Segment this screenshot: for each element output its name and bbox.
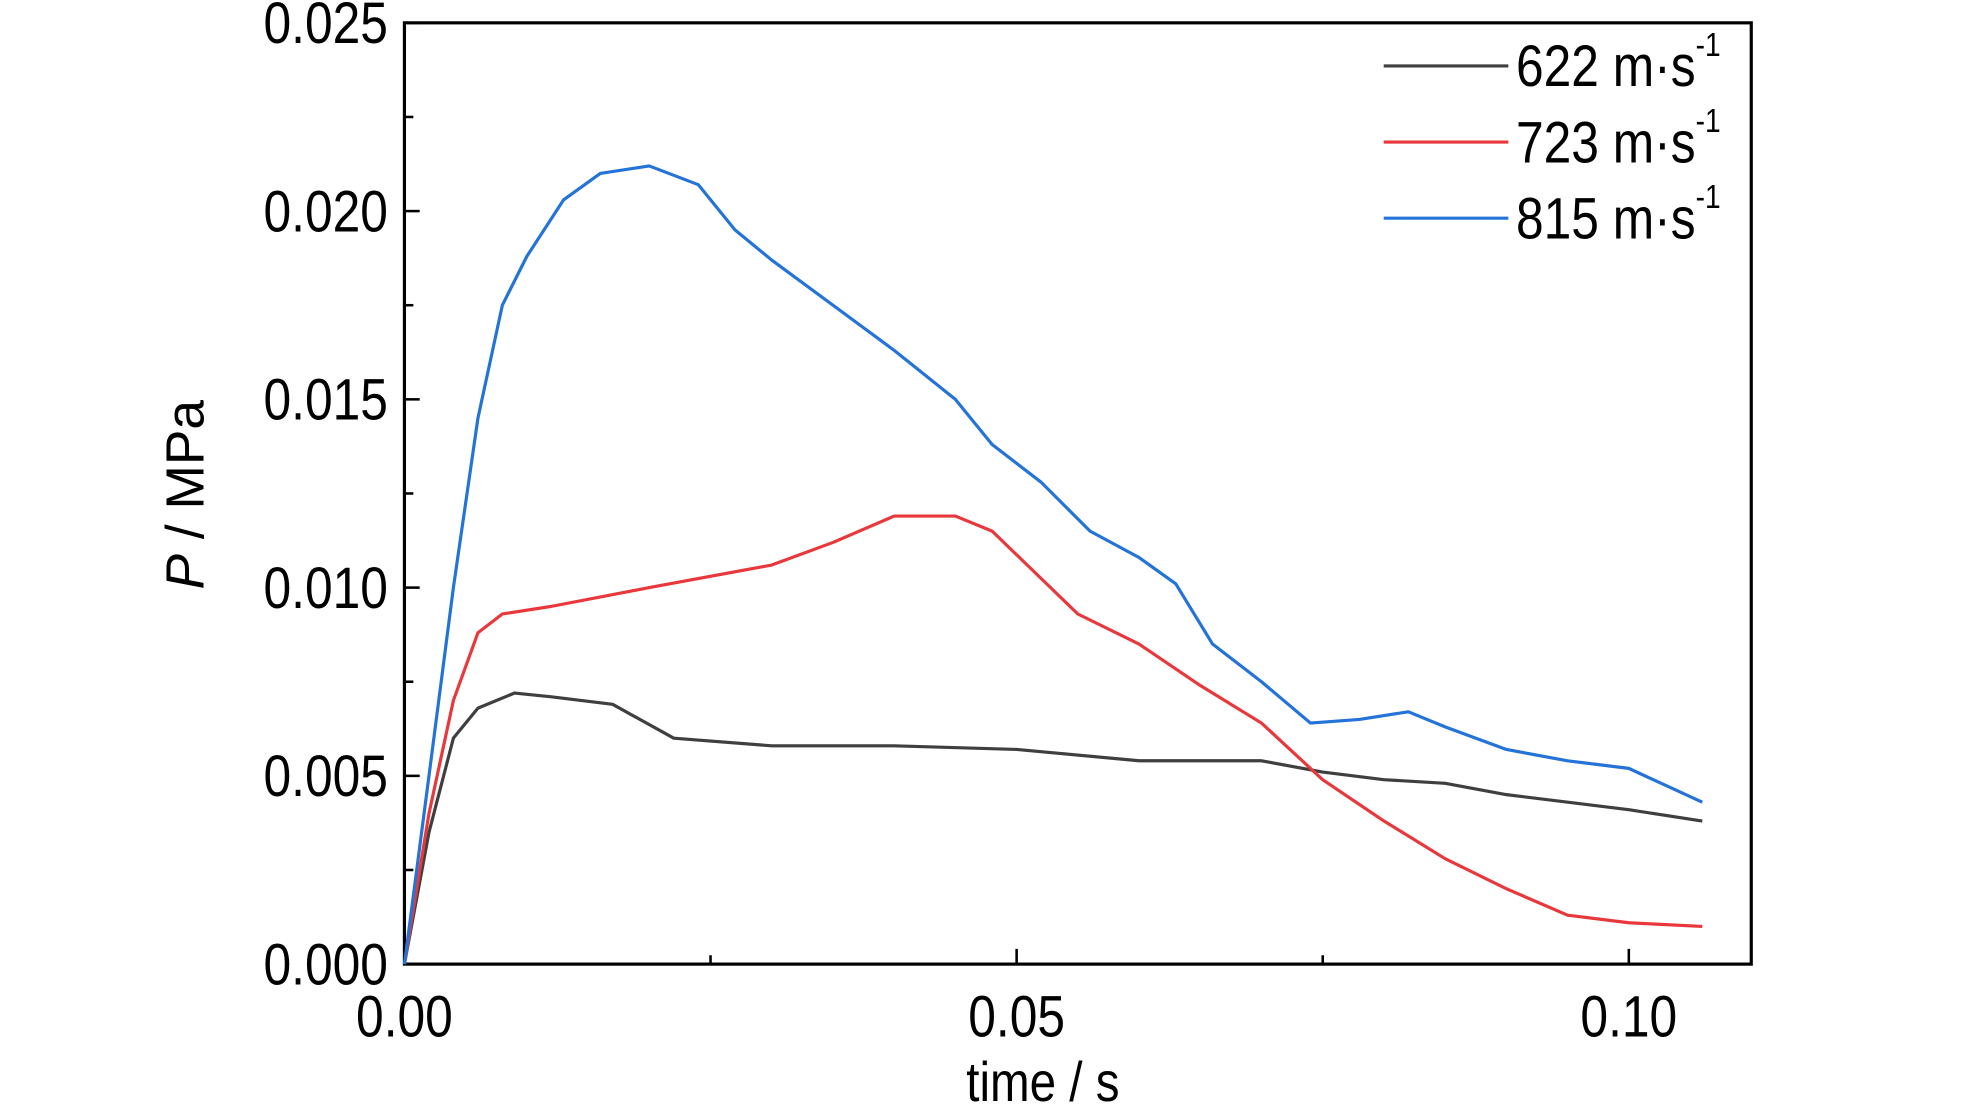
x-tick-label: 0.10 <box>1580 985 1677 1050</box>
x-tick-label: 0.05 <box>968 985 1065 1050</box>
y-axis-label: P / MPa <box>156 400 215 590</box>
y-tick-label: 0.025 <box>263 0 387 56</box>
legend-superscript: -1 <box>1696 27 1721 64</box>
y-tick-label: 0.005 <box>263 744 387 809</box>
legend-superscript: -1 <box>1696 179 1721 216</box>
legend-superscript: -1 <box>1696 103 1721 140</box>
series-line-1 <box>402 691 1703 965</box>
y-tick-label: 0.020 <box>263 180 387 245</box>
y-tick-label: 0.000 <box>263 933 387 998</box>
legend-label: 622 m·s-1 <box>1516 27 1721 99</box>
y-tick-label: 0.015 <box>263 368 387 433</box>
legend-label: 815 m·s-1 <box>1516 179 1721 251</box>
legend-label: 723 m·s-1 <box>1516 103 1721 175</box>
series-line-3 <box>402 164 1703 965</box>
x-tick-label: 0.00 <box>356 985 453 1050</box>
y-axis-label-symbol: P <box>156 554 215 590</box>
series-line-2 <box>402 514 1703 965</box>
y-tick-label: 0.010 <box>263 556 387 621</box>
x-axis-label: time / s <box>966 1051 1119 1110</box>
y-axis-label-unit: / MPa <box>156 400 215 554</box>
